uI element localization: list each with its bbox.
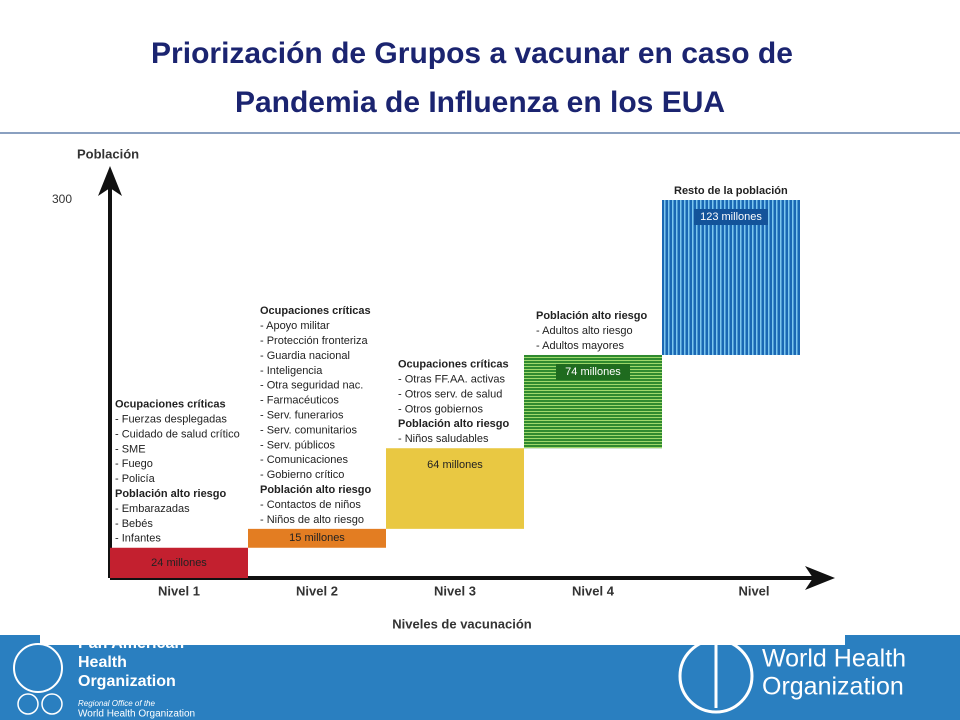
annotation-item: - Serv. funerarios: [260, 409, 344, 421]
annotation-item: - SME: [115, 443, 146, 455]
title-line-2: Pandemia de Influenza en los EUA: [235, 86, 725, 119]
y-tick-label: 300: [52, 192, 72, 206]
y-axis-label: Población: [77, 146, 139, 161]
value-label: 123 millones: [700, 211, 762, 223]
annotation-item: - Fuerzas desplegadas: [115, 413, 227, 425]
annotation-item: - Farmacéuticos: [260, 395, 339, 407]
annotation-item: - Policía: [115, 473, 156, 485]
paho-subtitle: Regional Office of the: [78, 699, 155, 708]
x-tick-label: Nivel 1: [158, 583, 200, 598]
annotation-item: - Infantes: [115, 533, 161, 545]
bar: [110, 547, 248, 578]
annotation-item: - Cuidado de salud crítico: [115, 428, 240, 440]
who-emblem: [678, 638, 754, 714]
annotation-item: - Otros gobiernos: [398, 403, 483, 415]
annotation-heading: Resto de la población: [674, 185, 788, 197]
chart: Población Niveles de vacunación 300 24 mi…: [52, 146, 835, 631]
annotation-item: - Inteligencia: [260, 365, 323, 377]
annotation-item: - Fuego: [115, 458, 153, 470]
value-label: 64 millones: [427, 459, 483, 471]
annotation-item: - Guardia nacional: [260, 350, 350, 362]
bar: [662, 200, 800, 355]
annotation-item: - Niños saludables: [398, 433, 489, 445]
annotation-item: - Otros serv. de salud: [398, 388, 502, 400]
x-tick-label: Nivel 3: [434, 583, 476, 598]
bar: [248, 528, 386, 548]
annotation-item: - Gobierno crítico: [260, 469, 344, 481]
annotation-item: - Adultos alto riesgo: [536, 325, 633, 337]
annotation-item: - Contactos de niños: [260, 499, 361, 511]
annotation-heading: Ocupaciones críticas: [115, 399, 226, 411]
annotation-item: - Otra seguridad nac.: [260, 380, 363, 392]
annotation-item: - Embarazadas: [115, 503, 190, 515]
annotation-heading: Población alto riesgo: [398, 418, 510, 430]
paho-name: Health: [78, 654, 127, 671]
annotation-item: - Apoyo militar: [260, 320, 330, 332]
x-tick-label: Nivel: [738, 583, 769, 598]
who-emblem-small: [41, 693, 63, 715]
annotation-item: - Comunicaciones: [260, 454, 349, 466]
value-label: 74 millones: [565, 366, 621, 378]
title-line-1: Priorización de Grupos a vacunar en caso…: [151, 37, 793, 70]
paho-name: Organization: [78, 673, 176, 690]
paho-emblem: [17, 693, 39, 715]
annotation-heading: Población alto riesgo: [115, 488, 227, 500]
who-name: Organization: [762, 673, 904, 701]
annotation-item: - Niños de alto riesgo: [260, 514, 364, 526]
annotation-item: - Serv. comunitarios: [260, 424, 357, 436]
annotation-heading: Población alto riesgo: [260, 484, 372, 496]
x-axis-label: Niveles de vacunación: [392, 616, 532, 631]
annotation-item: - Otras FF.AA. activas: [398, 374, 505, 386]
y-axis-arrow: [98, 166, 122, 196]
annotation-item: - Adultos mayores: [536, 340, 625, 352]
annotation-heading: Ocupaciones críticas: [260, 305, 371, 317]
annotation-item: - Serv. públicos: [260, 439, 335, 451]
annotation-heading: Población alto riesgo: [536, 310, 648, 322]
x-axis-arrow: [805, 566, 835, 590]
annotation-item: - Bebés: [115, 518, 153, 530]
footer-logos: [13, 638, 754, 715]
value-label: 15 millones: [289, 532, 345, 544]
paho-name: Pan American: [78, 635, 184, 652]
x-tick-label: Nivel 2: [296, 583, 338, 598]
value-label-bg: [694, 209, 768, 225]
who-name: World Health: [762, 645, 906, 673]
annotation-item: - Protección fronteriza: [260, 335, 368, 347]
paho-subtitle: World Health Organization: [78, 709, 195, 720]
x-tick-label: Nivel 4: [572, 583, 615, 598]
value-label: 24 millones: [151, 557, 207, 569]
annotation-heading: Ocupaciones críticas: [398, 359, 509, 371]
value-label-bg: [556, 363, 630, 380]
paho-globe: [13, 643, 63, 693]
footer-band: [0, 635, 960, 720]
bar: [386, 448, 524, 529]
